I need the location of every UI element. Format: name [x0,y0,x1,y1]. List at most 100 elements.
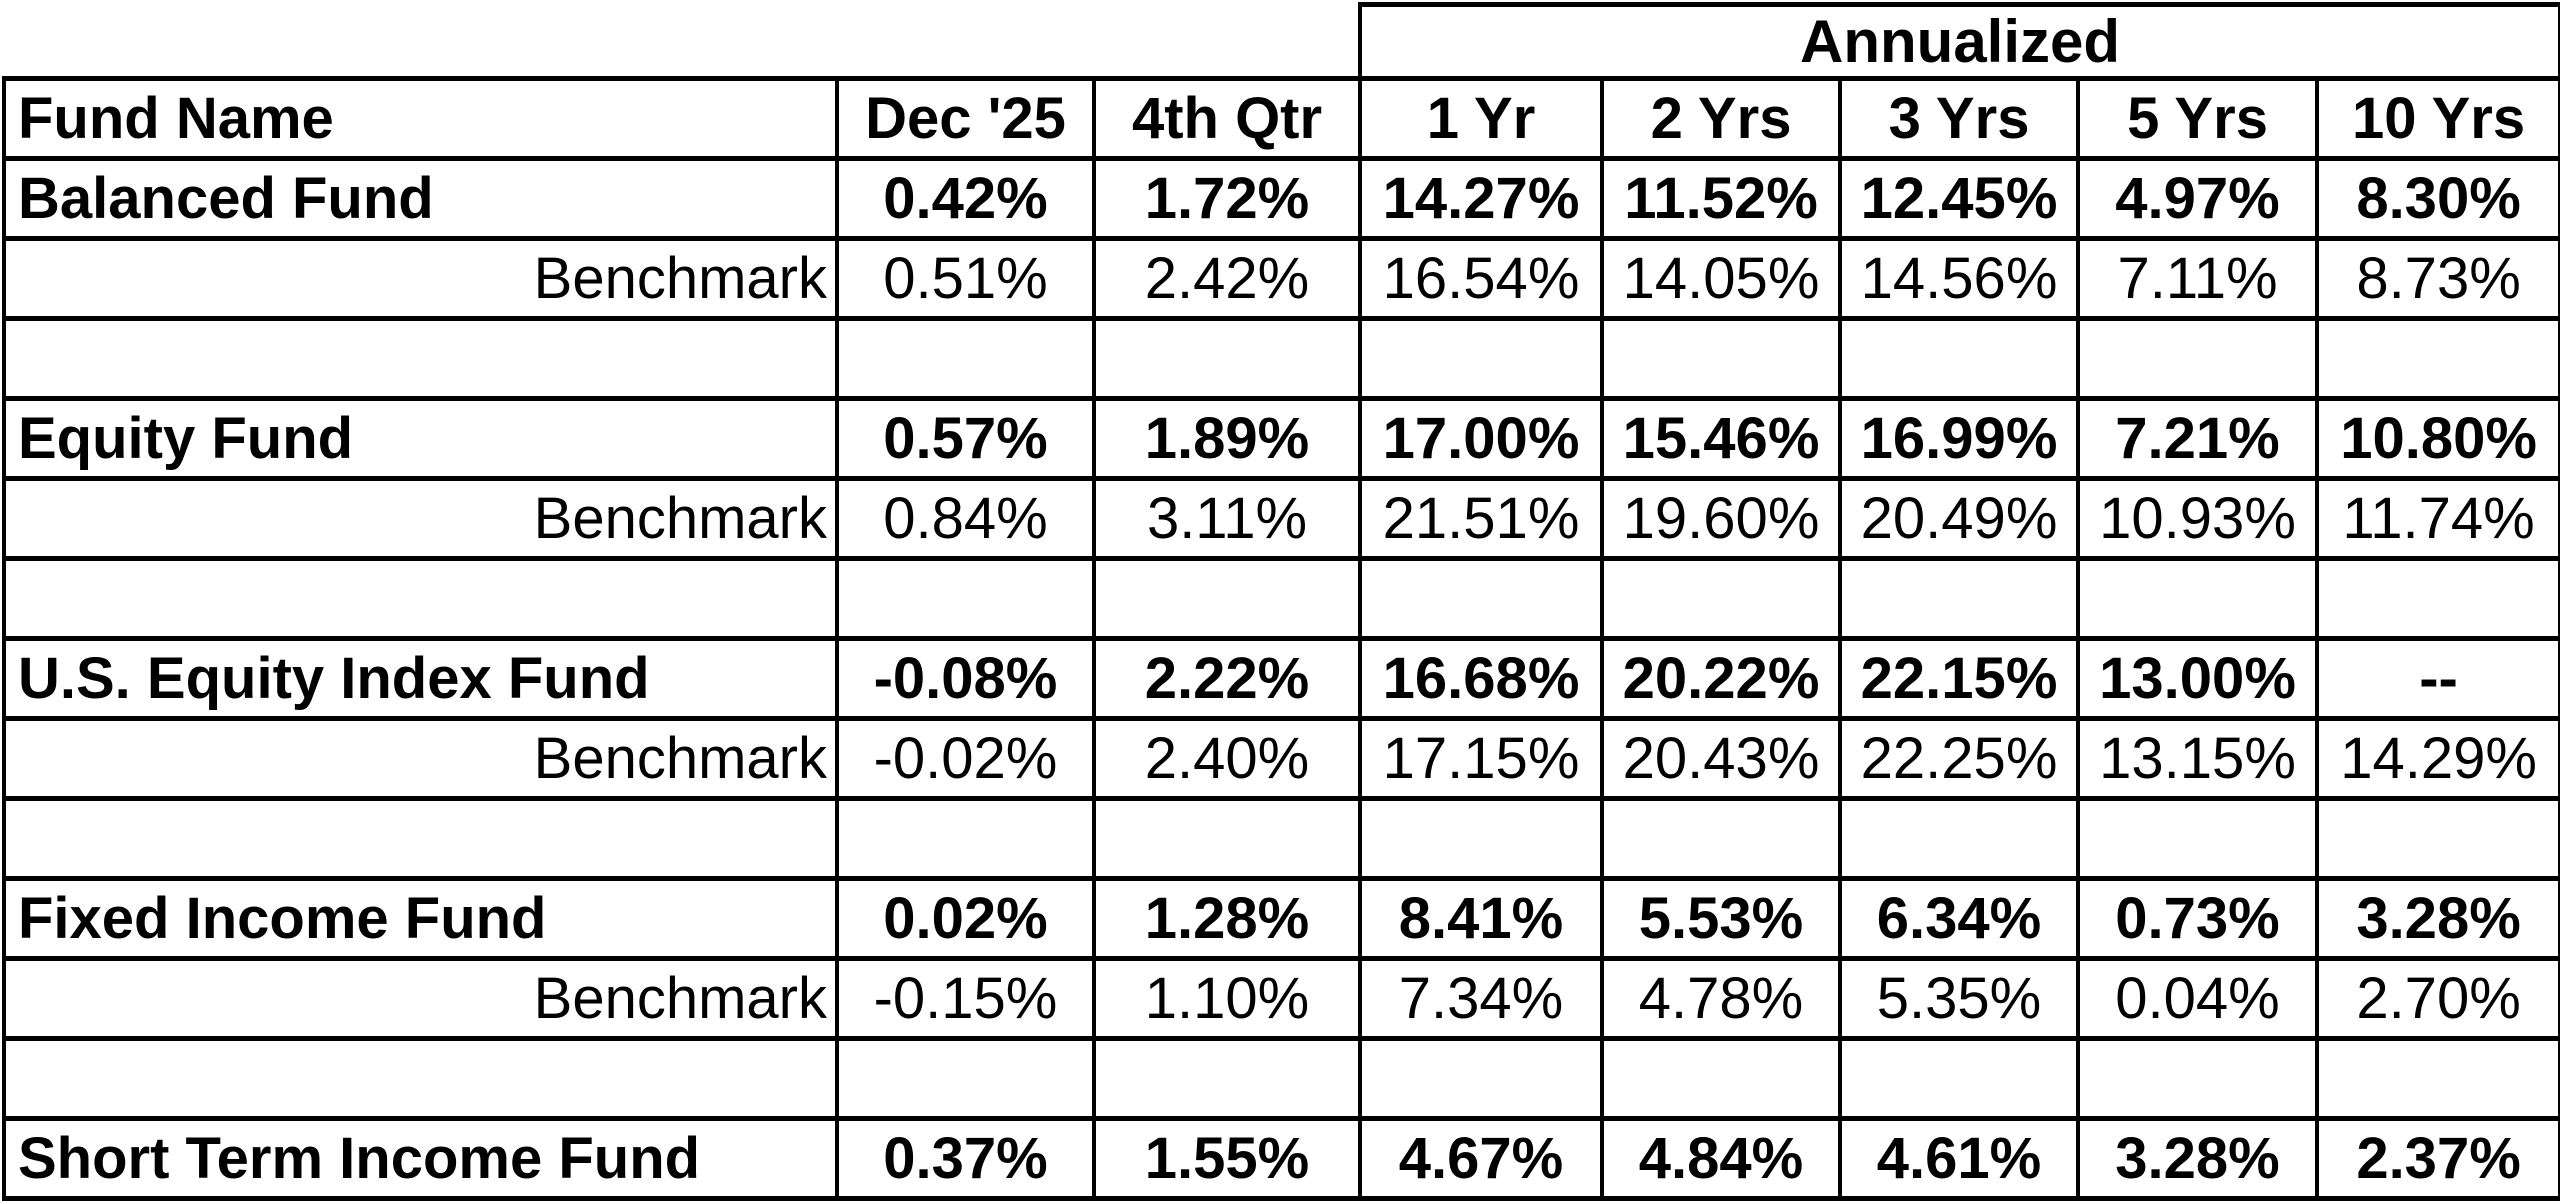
benchmark-row: Benchmark -0.02% 2.40% 17.15% 20.43% 22.25% 13… [2,716,2560,801]
blank-spacer [4,4,1361,79]
value-cell: 0.57% [835,396,1096,481]
spacer-cell [835,796,1096,881]
value-cell: 2.22% [1091,636,1363,721]
column-header-5-yrs: 5 Yrs [2076,76,2320,161]
spacer-cell [1600,316,1843,401]
column-header-1-yr: 1 Yr [1358,76,1605,161]
value-cell: 1.72% [1091,156,1363,241]
value-cell: 20.22% [1600,636,1843,721]
fund-row: Equity Fund 0.57% 1.89% 17.00% 15.46% 16.99% 7… [2,396,2560,481]
value-cell: 14.05% [1600,236,1843,321]
value-cell: 3.28% [2076,1116,2320,1201]
value-cell: 7.21% [2076,396,2320,481]
value-cell: 0.73% [2076,876,2320,961]
spacer-cell [2,1036,839,1121]
spacer-cell [2076,796,2320,881]
benchmark-row: Benchmark 0.84% 3.11% 21.51% 19.60% 20.49% 10.… [2,476,2560,561]
value-cell: 6.34% [1838,876,2081,961]
value-cell: 20.43% [1600,716,1843,801]
spacer-cell [1358,556,1605,641]
value-cell: 4.61% [1838,1116,2081,1201]
spacer-cell [1358,316,1605,401]
value-cell: 0.37% [835,1116,1096,1201]
value-cell: 7.34% [1358,956,1605,1041]
value-cell: 17.15% [1358,716,1605,801]
spacer-cell [2315,1036,2560,1121]
column-header-row: Fund Name Dec '25 4th Qtr 1 Yr 2 Yrs 3 Yrs 5 Y… [2,76,2560,161]
value-cell: 11.52% [1600,156,1843,241]
value-cell: 15.46% [1600,396,1843,481]
value-cell: 1.10% [1091,956,1363,1041]
spacer-cell [1600,1036,1843,1121]
spacer-cell [1600,796,1843,881]
spacer-cell [1600,556,1843,641]
value-cell: 22.25% [1838,716,2081,801]
value-cell: 13.00% [2076,636,2320,721]
spacer-cell [1091,1036,1363,1121]
fund-row: U.S. Equity Index Fund -0.08% 2.22% 16.68% 2… [2,636,2560,721]
value-cell: 0.84% [835,476,1096,561]
value-cell: 4.78% [1600,956,1843,1041]
value-cell: 2.70% [2315,956,2560,1041]
value-cell: 14.27% [1358,156,1605,241]
fund-name-label: Fixed Income Fund [2,876,839,961]
value-cell: 8.73% [2315,236,2560,321]
spacer-cell [2,316,839,401]
value-cell: -0.02% [835,716,1096,801]
column-header-3-yrs: 3 Yrs [1838,76,2081,161]
value-cell: 1.28% [1091,876,1363,961]
value-cell: 16.54% [1358,236,1605,321]
value-cell: 12.45% [1838,156,2081,241]
spacer-cell [2,796,839,881]
spacer-cell [2315,556,2560,641]
benchmark-label: Benchmark [2,956,839,1041]
spacer-cell [1091,796,1363,881]
spacer-cell [835,1036,1096,1121]
value-cell: 2.42% [1091,236,1363,321]
annualized-header: Annualized [1358,2,2560,81]
spacer-row [2,556,2560,641]
value-cell: 14.56% [1838,236,2081,321]
spacer-cell [1091,556,1363,641]
spacer-cell [1838,796,2081,881]
benchmark-label: Benchmark [2,476,839,561]
column-header-2-yrs: 2 Yrs [1600,76,1843,161]
value-cell: 16.99% [1838,396,2081,481]
annualized-header-row: Annualized [4,2,2560,81]
value-cell: 3.11% [1091,476,1363,561]
value-cell: 7.11% [2076,236,2320,321]
value-cell: 2.40% [1091,716,1363,801]
spacer-cell [1838,1036,2081,1121]
column-header-4th-qtr: 4th Qtr [1091,76,1363,161]
spacer-cell [2076,1036,2320,1121]
column-header-fund-name: Fund Name [2,76,839,161]
benchmark-row: Benchmark 0.51% 2.42% 16.54% 14.05% 14.56% 7.1… [2,236,2560,321]
value-cell: 4.84% [1600,1116,1843,1201]
spacer-row [2,796,2560,881]
value-cell: 2.37% [2315,1116,2560,1201]
fund-name-label: U.S. Equity Index Fund [2,636,839,721]
value-cell: 4.97% [2076,156,2320,241]
value-cell: 22.15% [1838,636,2081,721]
value-cell: 0.04% [2076,956,2320,1041]
value-cell: 8.30% [2315,156,2560,241]
value-cell: 21.51% [1358,476,1605,561]
value-cell: -- [2315,636,2560,721]
value-cell: 4.67% [1358,1116,1605,1201]
value-cell: -0.15% [835,956,1096,1041]
spacer-cell [2,556,839,641]
value-cell: 10.93% [2076,476,2320,561]
fund-name-label: Balanced Fund [2,156,839,241]
fund-row: Fixed Income Fund 0.02% 1.28% 8.41% 5.53% 6.3… [2,876,2560,961]
benchmark-label: Benchmark [2,236,839,321]
value-cell: 20.49% [1838,476,2081,561]
fund-name-label: Equity Fund [2,396,839,481]
value-cell: 0.51% [835,236,1096,321]
spacer-cell [1358,796,1605,881]
value-cell: 16.68% [1358,636,1605,721]
spacer-cell [2076,316,2320,401]
value-cell: 11.74% [2315,476,2560,561]
value-cell: 19.60% [1600,476,1843,561]
value-cell: -0.08% [835,636,1096,721]
